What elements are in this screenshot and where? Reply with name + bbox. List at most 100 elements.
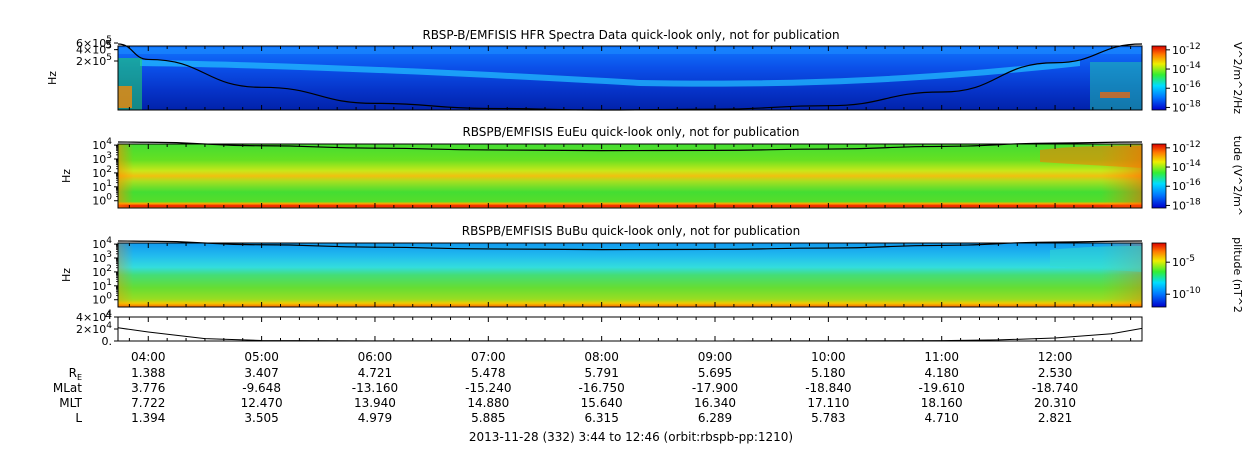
panel-eueu-colorbar-gradient (1151, 143, 1167, 209)
panel-1-cbtick-label: 10-16 (1172, 178, 1201, 193)
ephemeris-row-label: RE (69, 366, 82, 382)
ephemeris-value: 12.470 (241, 396, 283, 410)
ephemeris-value: 2.530 (1038, 366, 1072, 380)
ephemeris-value: 5.885 (471, 411, 505, 425)
ephemeris-value: -18.740 (1032, 381, 1078, 395)
time-label: 09:00 (698, 350, 733, 364)
ephemeris-row-label: MLat (53, 381, 82, 395)
panel-0-cbtick-label: 10-14 (1172, 61, 1201, 76)
ephemeris-value: 14.880 (467, 396, 509, 410)
panel-hfr-frame (117, 45, 1143, 111)
panel-2-ytick-label: 100 (92, 292, 112, 307)
ephemeris-value: 3.505 (244, 411, 278, 425)
ephemeris-value: 4.979 (358, 411, 392, 425)
panel-eueu-colorbar-label: tude (V^2/m^ (1231, 136, 1244, 216)
ephemeris-value: 6.289 (698, 411, 732, 425)
ephemeris-value: -18.840 (805, 381, 851, 395)
ephemeris-value: 16.340 (694, 396, 736, 410)
panel-bubu-fce-line (117, 240, 1143, 251)
ephemeris-value: 3.407 (244, 366, 278, 380)
ephemeris-value: 17.110 (807, 396, 849, 410)
panel-eueu-colorbar: 10-12 10-14 10-16 10-18 tude (V^2/m^ (1151, 136, 1244, 216)
panel-eueu-ylabel: Hz (60, 169, 73, 183)
time-label: 11:00 (924, 350, 959, 364)
panel-hfr-top-band (118, 48, 1142, 54)
ephemeris-row-label: MLT (59, 396, 82, 410)
panel-0-ytick-label: 2×105 (76, 53, 112, 68)
panel-line-frame (117, 316, 1143, 342)
ephemeris-value: 3.776 (131, 381, 165, 395)
ephemeris-value: -16.750 (578, 381, 624, 395)
panel-eueu-colorbar-ticks: 10-12 10-14 10-16 10-18 (1166, 140, 1201, 212)
panel-bubu-ylabel: Hz (60, 268, 73, 282)
panel-0-cbtick-label: 10-16 (1172, 80, 1201, 95)
panel-line-ytick-label: 0. (102, 335, 113, 348)
panel-2-ytick-label: 102 (92, 264, 112, 279)
ephemeris-value: 18.160 (921, 396, 963, 410)
ephemeris-value: -19.610 (919, 381, 965, 395)
panel-line-x-ticks (128, 317, 1132, 341)
panel-hfr: RBSP-B/EMFISIS HFR Spectra Data quick-lo… (46, 28, 1244, 114)
panel-1-ytick-label: 103 (92, 151, 112, 166)
ephemeris-table: 04:00 05:00 06:00 07:00 08:00 09:00 10:00 11:00… (53, 350, 1078, 425)
panel-1-cbtick-label: 10-12 (1172, 140, 1201, 155)
panel-hfr-colorbar-label: V^2/m^2/Hz (1231, 42, 1244, 114)
panel-0-cbtick-label: 10-18 (1172, 99, 1201, 114)
ephemeris-value: 7.722 (131, 396, 165, 410)
panel-hfr-ylabel: Hz (46, 71, 59, 85)
panel-eueu-title: RBSPB/EMFISIS EuEu quick-look only, not … (462, 125, 799, 139)
ephemeris-value: 5.478 (471, 366, 505, 380)
panel-hfr-start-hot (118, 86, 132, 108)
panel-hfr-x-ticks (128, 46, 1132, 110)
panel-eueu-edge-shading (118, 144, 1142, 208)
panel-bubu-x-ticks (128, 243, 1132, 307)
panel-0-ytick-label: 6×105 (76, 35, 112, 50)
panel-0-ytick-label: 4×105 (76, 42, 112, 57)
panel-hfr-colorbar-ticks: 10-12 10-14 10-16 10-18 (1166, 42, 1201, 114)
panel-hfr-end-hot (1100, 92, 1130, 98)
panel-1-cbtick-label: 10-14 (1172, 159, 1201, 174)
panel-hfr-plasma-line (140, 60, 1080, 87)
time-label: 04:00 (131, 350, 166, 364)
time-label: 08:00 (584, 350, 619, 364)
panel-1-cbtick-label: 10-18 (1172, 197, 1201, 212)
ephemeris-value: 5.180 (811, 366, 845, 380)
panel-2-ytick-label: 104 (92, 236, 112, 251)
ephemeris-value: 5.791 (584, 366, 618, 380)
footer-date-range: 2013-11-28 (332) 3:44 to 12:46 (orbit:rb… (469, 430, 793, 444)
panel-hfr-title: RBSP-B/EMFISIS HFR Spectra Data quick-lo… (422, 28, 839, 42)
panel-bubu: RBSPB/EMFISIS BuBu quick-look only, not … (60, 224, 1244, 313)
ephemeris-row-label: L (75, 411, 82, 425)
time-label: 07:00 (471, 350, 506, 364)
ephemeris-value: 1.394 (131, 411, 165, 425)
panel-2-cbtick-label: 10-5 (1172, 254, 1195, 269)
time-label: 12:00 (1038, 350, 1073, 364)
ephemeris-value: -13.160 (352, 381, 398, 395)
time-label: 06:00 (358, 350, 393, 364)
panel-bubu-colorbar-ticks: 10-5 10-10 (1166, 254, 1201, 301)
time-label: 05:00 (244, 350, 279, 364)
panel-eueu-x-ticks (128, 144, 1132, 208)
ephemeris-value: 20.310 (1034, 396, 1076, 410)
panel-hfr-end-patch (1090, 62, 1142, 110)
ephemeris-value: 13.940 (354, 396, 396, 410)
ephemeris-value: 4.721 (358, 366, 392, 380)
panel-hfr-colorbar-gradient (1151, 45, 1167, 111)
panel-1-ytick-label: 100 (92, 193, 112, 208)
ephemeris-value: 2.821 (1038, 411, 1072, 425)
panel-2-ytick-label: 103 (92, 250, 112, 265)
panel-bubu-edge-shading (118, 243, 1142, 307)
panel-bubu-colorbar-label: plitude (nT^2 (1231, 237, 1244, 313)
panel-1-ytick-label: 101 (92, 179, 112, 194)
panel-1-ytick-label: 104 (92, 137, 112, 152)
ephemeris-value: -17.900 (692, 381, 738, 395)
panel-hfr-colorbar: 10-12 10-14 10-16 10-18 V^2/m^2/Hz (1151, 42, 1244, 114)
panel-bubu-colorbar-gradient (1151, 242, 1167, 308)
panel-line-ytick-label: 2×104 (76, 321, 112, 336)
